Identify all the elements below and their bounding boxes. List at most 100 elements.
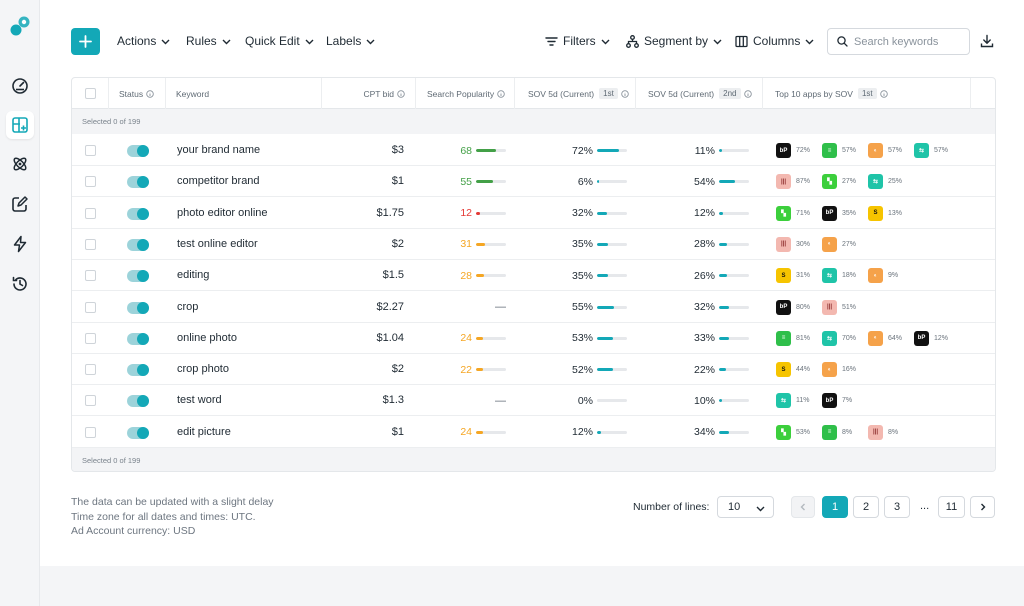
row-checkbox[interactable] [85, 145, 96, 156]
table-row[interactable]: your brand name $3 68 72% 11% bP 72% ≡ 5… [72, 135, 995, 166]
cpt-bid-value[interactable]: $1.3 [382, 394, 404, 407]
page-button-3[interactable]: 3 [884, 496, 910, 518]
keyword-text[interactable]: photo editor online [177, 206, 268, 219]
status-toggle[interactable] [127, 270, 149, 283]
top-app-item[interactable]: ◐ 64% [868, 330, 914, 346]
cpt-bid-value[interactable]: $1 [391, 425, 404, 438]
keyword-text[interactable]: test online editor [177, 237, 258, 250]
cpt-bid-value[interactable]: $1.75 [376, 206, 404, 219]
keyword-text[interactable]: crop photo [177, 363, 229, 376]
table-row[interactable]: competitor brand $1 55 6% 54% ||| 87% ▚ … [72, 166, 995, 198]
row-checkbox[interactable] [85, 364, 96, 376]
row-checkbox[interactable] [85, 207, 96, 219]
nav-history[interactable] [6, 270, 34, 298]
cpt-bid-value[interactable]: $3 [391, 144, 404, 156]
top-app-item[interactable]: ≡ 81% [776, 330, 822, 346]
table-row[interactable]: photo editor online $1.75 12 32% 12% ▚ 7… [72, 198, 995, 229]
header-cpt-bid[interactable]: CPT bid [322, 78, 416, 109]
add-keyword-button[interactable] [71, 28, 100, 55]
table-row[interactable]: edit picture $1 24 12% 34% ▚ 53% ≡ 8% ||… [72, 417, 995, 448]
top-app-item[interactable]: bP 7% [822, 393, 868, 409]
table-row[interactable]: crop photo $2 22 52% 22% S 44% ◐ 16% [72, 354, 995, 386]
labels-dropdown[interactable]: Labels [326, 34, 375, 48]
cpt-bid-value[interactable]: $2 [391, 363, 404, 376]
nav-keywords[interactable] [6, 111, 34, 139]
top-app-item[interactable]: bP 72% [776, 143, 822, 158]
app-logo-icon[interactable] [10, 16, 30, 36]
top-app-item[interactable]: ||| 8% [868, 424, 914, 440]
cpt-bid-value[interactable]: $2 [391, 237, 404, 250]
cpt-bid-value[interactable]: $1.5 [382, 269, 404, 282]
top-app-item[interactable]: ||| 30% [776, 236, 822, 252]
table-row[interactable]: test online editor $2 31 35% 28% ||| 30%… [72, 229, 995, 260]
quick-edit-dropdown[interactable]: Quick Edit [245, 34, 314, 48]
table-row[interactable]: test word $1.3 — 0% 10% ⇆ 11% bP 7% [72, 385, 995, 417]
status-toggle[interactable] [127, 176, 149, 189]
top-app-item[interactable]: ⇆ 25% [868, 174, 914, 190]
status-toggle[interactable] [127, 145, 149, 157]
top-app-item[interactable]: bP 35% [822, 205, 868, 221]
download-icon[interactable] [980, 34, 994, 48]
header-sov-1st[interactable]: SOV 5d (Current) 1st [515, 78, 636, 109]
page-button-11[interactable]: 11 [938, 496, 965, 518]
prev-page-button[interactable] [791, 496, 815, 518]
nav-dashboard[interactable] [6, 72, 34, 100]
header-status[interactable]: Status [109, 78, 166, 109]
page-button-1[interactable]: 1 [822, 496, 848, 518]
row-checkbox[interactable] [85, 301, 96, 313]
table-row[interactable]: editing $1.5 28 35% 26% S 31% ⇆ 18% ◐ 9% [72, 260, 995, 292]
top-app-item[interactable]: ◐ 57% [868, 143, 914, 158]
status-toggle[interactable] [127, 364, 149, 377]
filters-dropdown[interactable]: Filters [545, 34, 610, 48]
keyword-text[interactable]: competitor brand [177, 175, 260, 188]
lines-per-page-select[interactable]: 10 [717, 496, 774, 518]
header-popularity[interactable]: Search Popularity [416, 78, 515, 109]
keyword-text[interactable]: your brand name [177, 144, 261, 156]
row-checkbox[interactable] [85, 426, 96, 438]
cpt-bid-value[interactable]: $1 [391, 175, 404, 188]
next-page-button[interactable] [970, 496, 995, 518]
top-app-item[interactable]: S 31% [776, 268, 822, 284]
row-checkbox[interactable] [85, 395, 96, 407]
row-checkbox[interactable] [85, 270, 96, 282]
nav-automation[interactable] [6, 230, 34, 258]
top-app-item[interactable]: ||| 87% [776, 174, 822, 190]
top-app-item[interactable]: S 44% [776, 362, 822, 378]
header-sov-2nd[interactable]: SOV 5d (Current) 2nd [636, 78, 763, 109]
status-toggle[interactable] [127, 332, 149, 345]
status-toggle[interactable] [127, 301, 149, 314]
top-app-item[interactable]: S 13% [868, 205, 914, 221]
top-app-item[interactable]: bP 12% [914, 330, 960, 346]
nav-integrations[interactable] [6, 150, 34, 178]
row-checkbox[interactable] [85, 176, 96, 188]
columns-dropdown[interactable]: Columns [735, 34, 814, 48]
top-app-item[interactable]: ⇆ 11% [776, 393, 822, 409]
top-app-item[interactable]: ◐ 27% [822, 236, 868, 252]
keyword-text[interactable]: edit picture [177, 425, 231, 438]
status-toggle[interactable] [127, 238, 149, 251]
top-app-item[interactable]: ≡ 57% [822, 143, 868, 158]
keyword-text[interactable]: crop [177, 300, 199, 313]
top-app-item[interactable]: ||| 51% [822, 299, 868, 315]
search-box[interactable] [827, 28, 970, 55]
search-input[interactable] [854, 35, 964, 48]
row-checkbox[interactable] [85, 332, 96, 344]
segment-by-dropdown[interactable]: Segment by [626, 34, 722, 48]
rules-dropdown[interactable]: Rules [186, 34, 231, 48]
page-button-2[interactable]: 2 [853, 496, 879, 518]
row-checkbox[interactable] [85, 238, 96, 250]
top-app-item[interactable]: ▚ 71% [776, 205, 822, 221]
keyword-text[interactable]: test word [177, 394, 222, 407]
top-app-item[interactable]: ◐ 16% [822, 362, 868, 378]
header-top-apps[interactable]: Top 10 apps by SOV 1st [763, 78, 971, 109]
header-keyword[interactable]: Keyword [166, 78, 322, 109]
actions-dropdown[interactable]: Actions [117, 34, 170, 48]
cpt-bid-value[interactable]: $2.27 [376, 300, 404, 313]
status-toggle[interactable] [127, 426, 149, 439]
top-app-item[interactable]: ◐ 9% [868, 268, 914, 284]
keyword-text[interactable]: editing [177, 269, 210, 282]
select-all-checkbox[interactable] [84, 88, 96, 99]
top-app-item[interactable]: ▚ 53% [776, 424, 822, 440]
keyword-text[interactable]: online photo [177, 331, 237, 344]
top-app-item[interactable]: ⇆ 57% [914, 143, 960, 158]
